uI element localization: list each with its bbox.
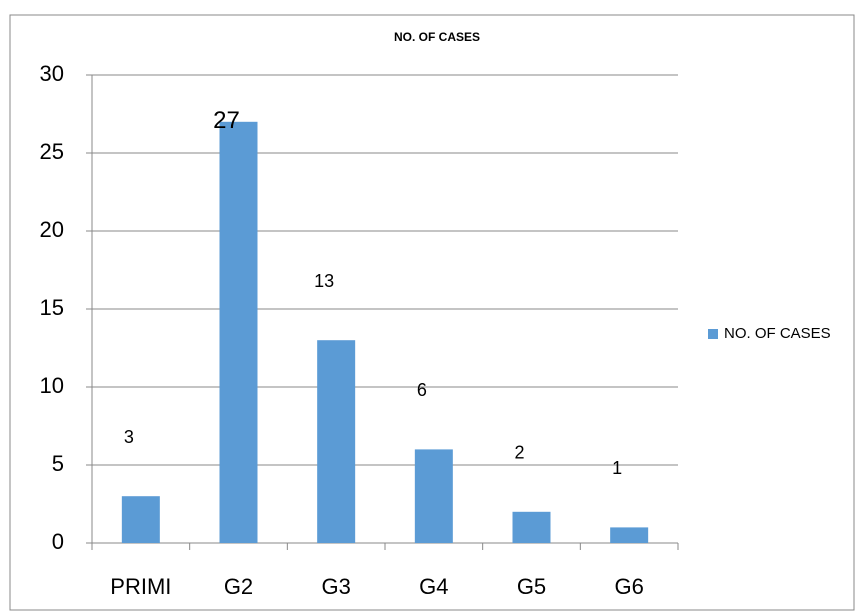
x-tick-label: G5: [517, 574, 546, 599]
x-tick-label: G4: [419, 574, 448, 599]
x-tick-label: G6: [614, 574, 643, 599]
y-tick-label: 25: [40, 139, 64, 164]
y-tick-label: 30: [40, 61, 64, 86]
legend-swatch: [708, 329, 718, 339]
data-label: 3: [124, 427, 134, 447]
data-label: 2: [514, 443, 524, 463]
legend-label: NO. OF CASES: [724, 325, 831, 342]
x-tick-label: PRIMI: [110, 574, 171, 599]
data-label: 1: [612, 458, 622, 478]
data-label: 13: [314, 271, 334, 291]
x-tick-label: G3: [321, 574, 350, 599]
y-tick-label: 15: [40, 295, 64, 320]
data-label: 6: [417, 380, 427, 400]
bar: [414, 449, 453, 543]
chart-title: NO. OF CASES: [394, 30, 480, 44]
x-tick-label: G2: [224, 574, 253, 599]
bar: [317, 340, 356, 543]
bar: [610, 527, 649, 543]
y-tick-label: 5: [52, 451, 64, 476]
bar: [121, 496, 160, 543]
data-label: 27: [213, 107, 240, 134]
y-tick-label: 10: [40, 373, 64, 398]
bar: [219, 121, 258, 544]
y-tick-label: 0: [52, 529, 64, 554]
y-tick-label: 20: [40, 217, 64, 242]
bar: [512, 511, 551, 543]
